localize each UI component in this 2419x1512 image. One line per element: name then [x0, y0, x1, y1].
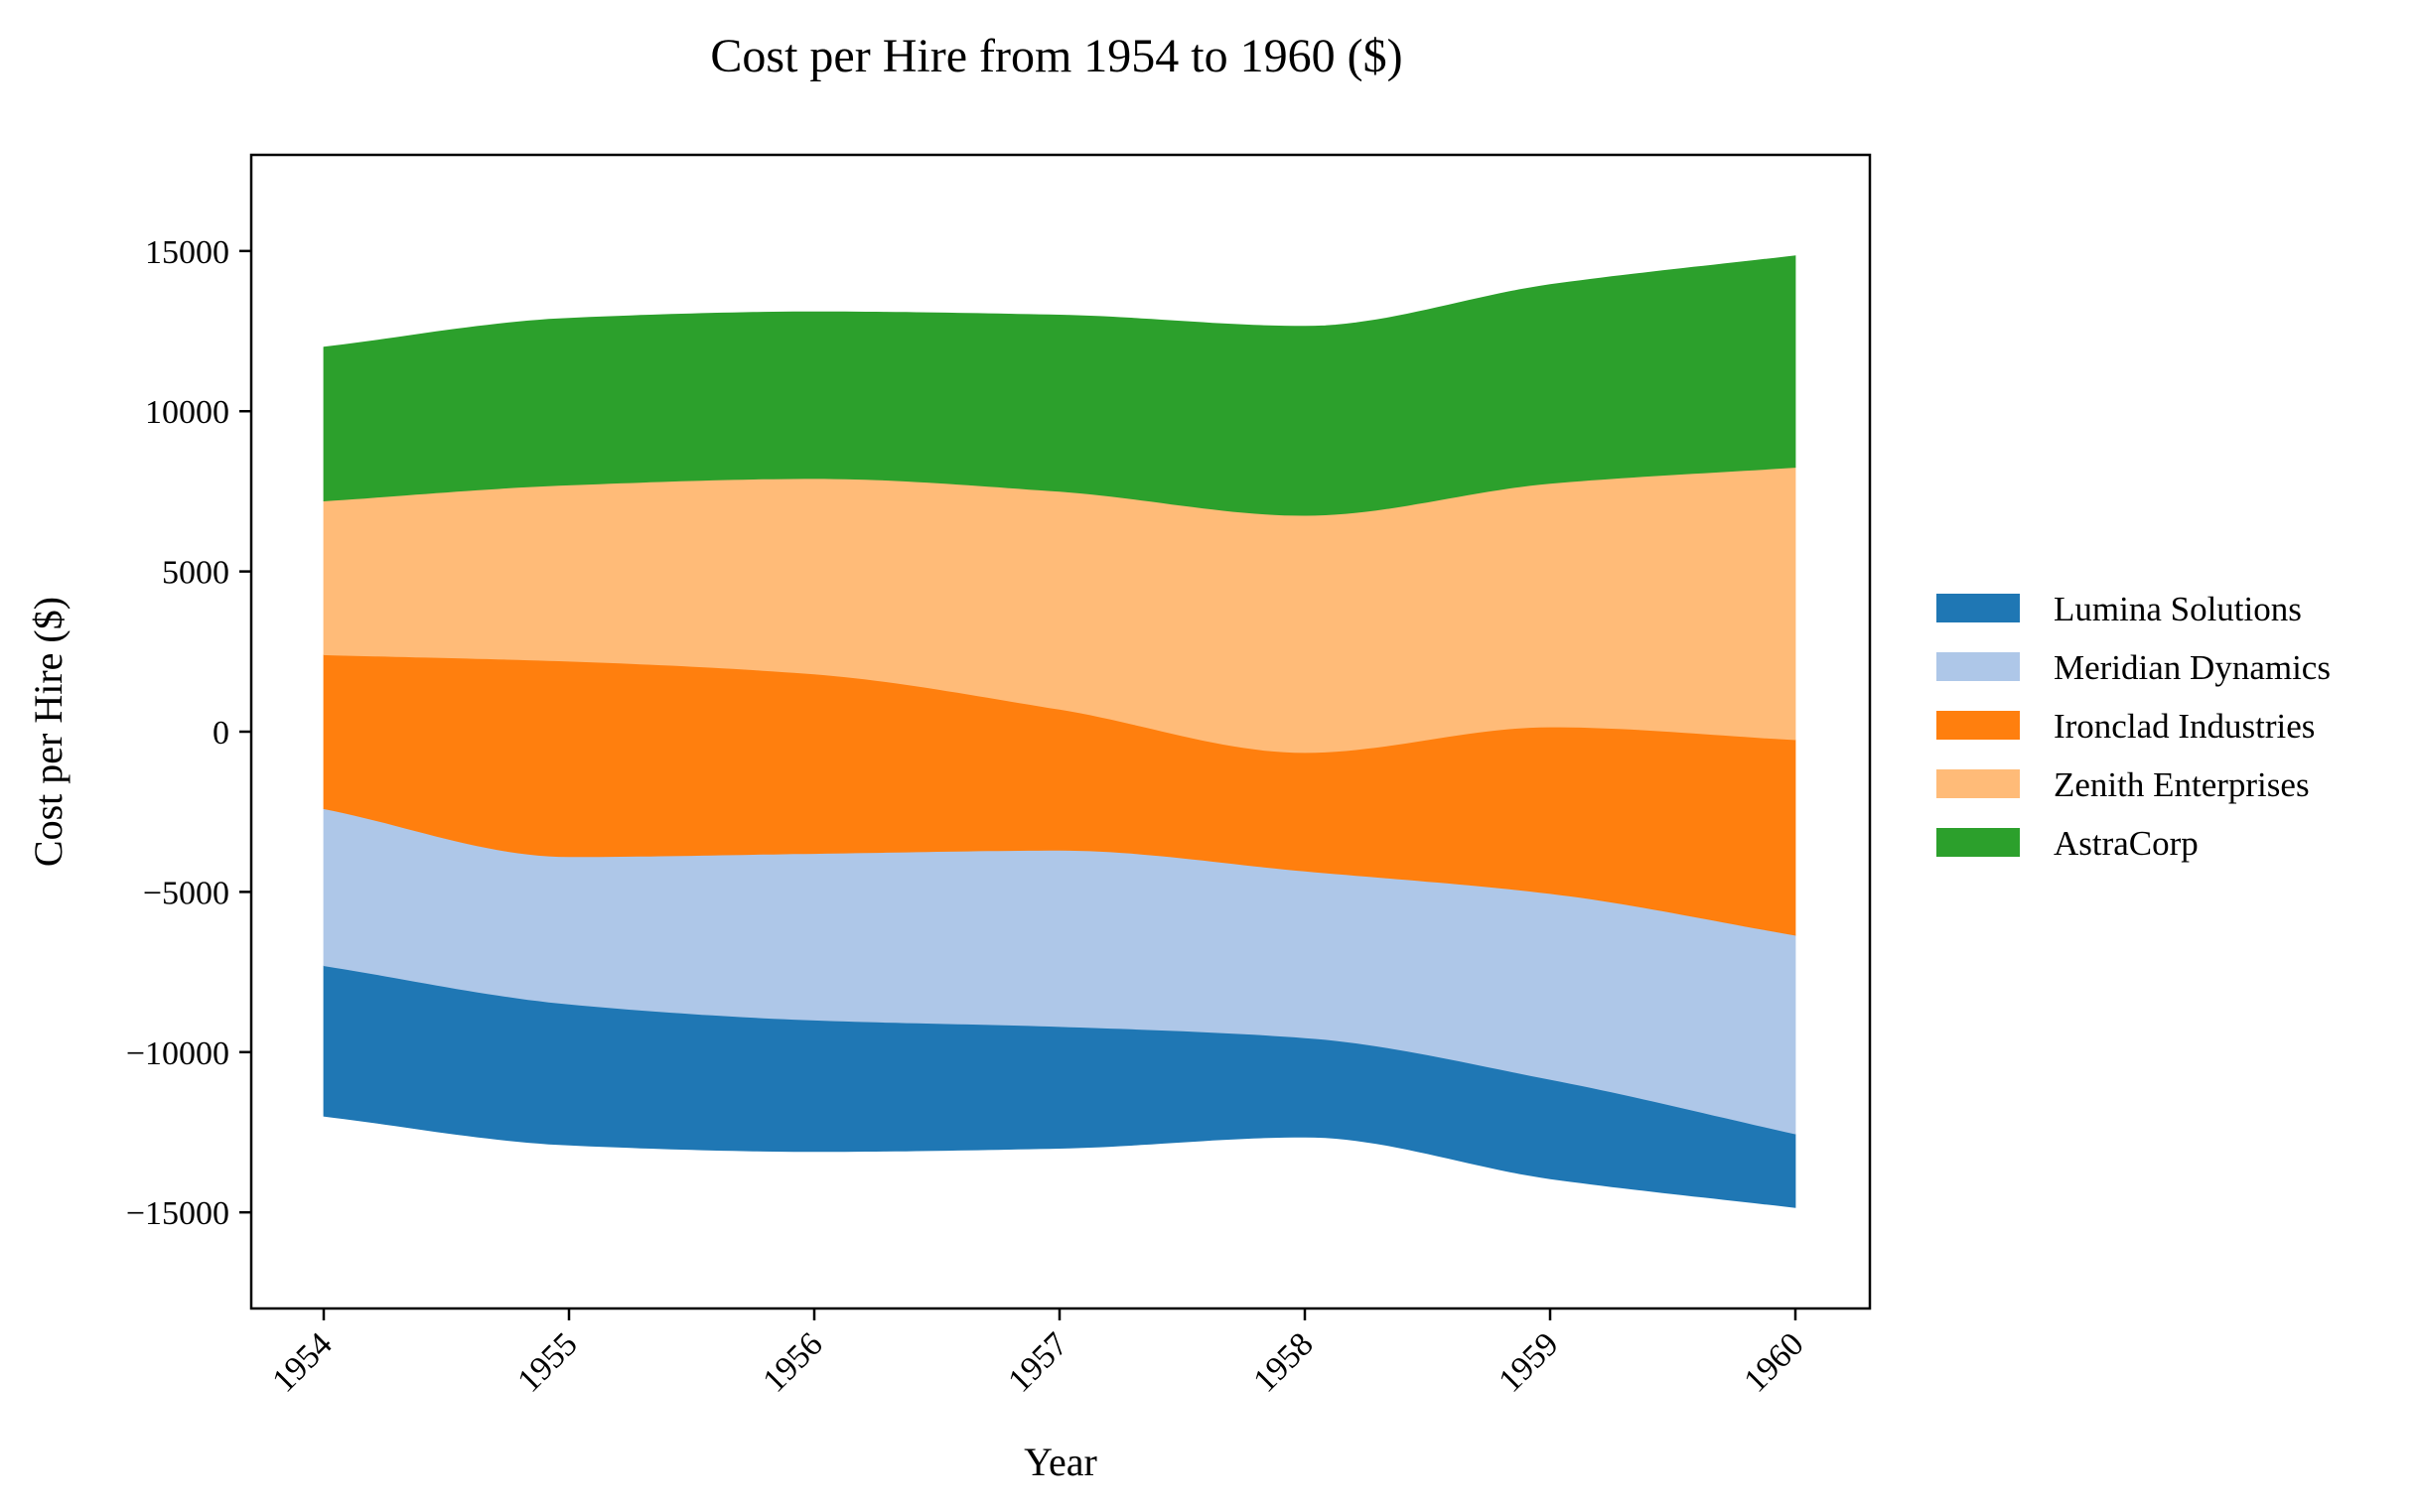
legend-label-meridian-dynamics: Meridian Dynamics [2054, 648, 2331, 687]
legend-swatch-meridian-dynamics [1936, 652, 2020, 681]
legend-label-astracorp: AstraCorp [2054, 824, 2199, 863]
x-tick-label: 1954 [265, 1325, 339, 1399]
x-axis-label: Year [1024, 1440, 1097, 1484]
legend-swatch-ironclad-industries [1936, 711, 2020, 740]
legend-swatch-astracorp [1936, 828, 2020, 857]
y-axis-label: Cost per Hire ($) [26, 597, 71, 867]
x-tick-label: 1956 [756, 1325, 829, 1399]
y-tick-label: −10000 [126, 1035, 229, 1072]
x-tick-label: 1957 [1001, 1325, 1074, 1399]
x-tick-label: 1955 [510, 1325, 584, 1399]
y-tick-label: −15000 [126, 1195, 229, 1232]
legend-label-zenith-enterprises: Zenith Enterprises [2054, 765, 2310, 804]
legend-label-lumina-solutions: Lumina Solutions [2054, 590, 2302, 628]
y-tick-label: 5000 [162, 555, 229, 592]
area-astracorp [323, 255, 1796, 516]
legend: Lumina Solutions Meridian Dynamics Ironcla… [1936, 590, 2331, 863]
legend-label-ironclad-industries: Ironclad Industries [2054, 707, 2315, 746]
legend-swatch-lumina-solutions [1936, 594, 2020, 622]
x-tick-label: 1958 [1246, 1325, 1320, 1399]
legend-swatch-zenith-enterprises [1936, 769, 2020, 798]
stream-areas [323, 255, 1796, 1208]
y-tick-label: 10000 [145, 394, 229, 431]
y-tick-label: −5000 [143, 875, 229, 911]
chart-title: Cost per Hire from 1954 to 1960 ($) [710, 30, 1402, 82]
x-tick-label: 1960 [1737, 1325, 1810, 1399]
x-axis: 1954 1955 1956 1957 1958 1959 1960 [265, 1308, 1811, 1400]
y-axis: −15000 −10000 −5000 0 5000 10000 15000 [126, 234, 251, 1232]
y-tick-label: 15000 [145, 234, 229, 271]
y-tick-label: 0 [213, 715, 229, 752]
x-tick-label: 1959 [1492, 1325, 1565, 1399]
